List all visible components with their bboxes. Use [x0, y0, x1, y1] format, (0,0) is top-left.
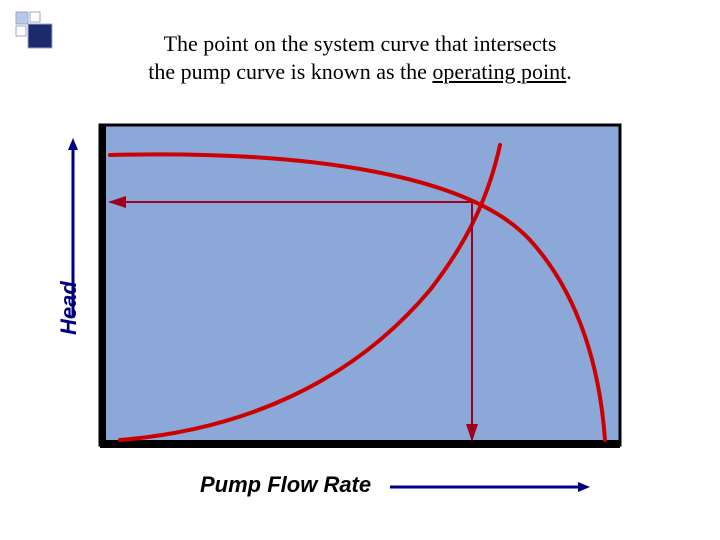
title-line1: The point on the system curve that inter… [164, 31, 557, 56]
slide-title: The point on the system curve that inter… [120, 30, 600, 85]
pump-chart [90, 120, 630, 450]
corner-decoration-icon [14, 10, 56, 52]
chart-svg [90, 120, 630, 450]
title-underlined: operating point [432, 59, 566, 84]
x-axis-label: Pump Flow Rate [200, 472, 371, 498]
title-line2: the pump curve is known as the [148, 59, 432, 84]
slide: The point on the system curve that inter… [0, 0, 720, 540]
x-axis-arrow-icon [390, 480, 590, 494]
title-trailing: . [566, 59, 572, 84]
y-axis-arrow-icon [66, 138, 80, 318]
